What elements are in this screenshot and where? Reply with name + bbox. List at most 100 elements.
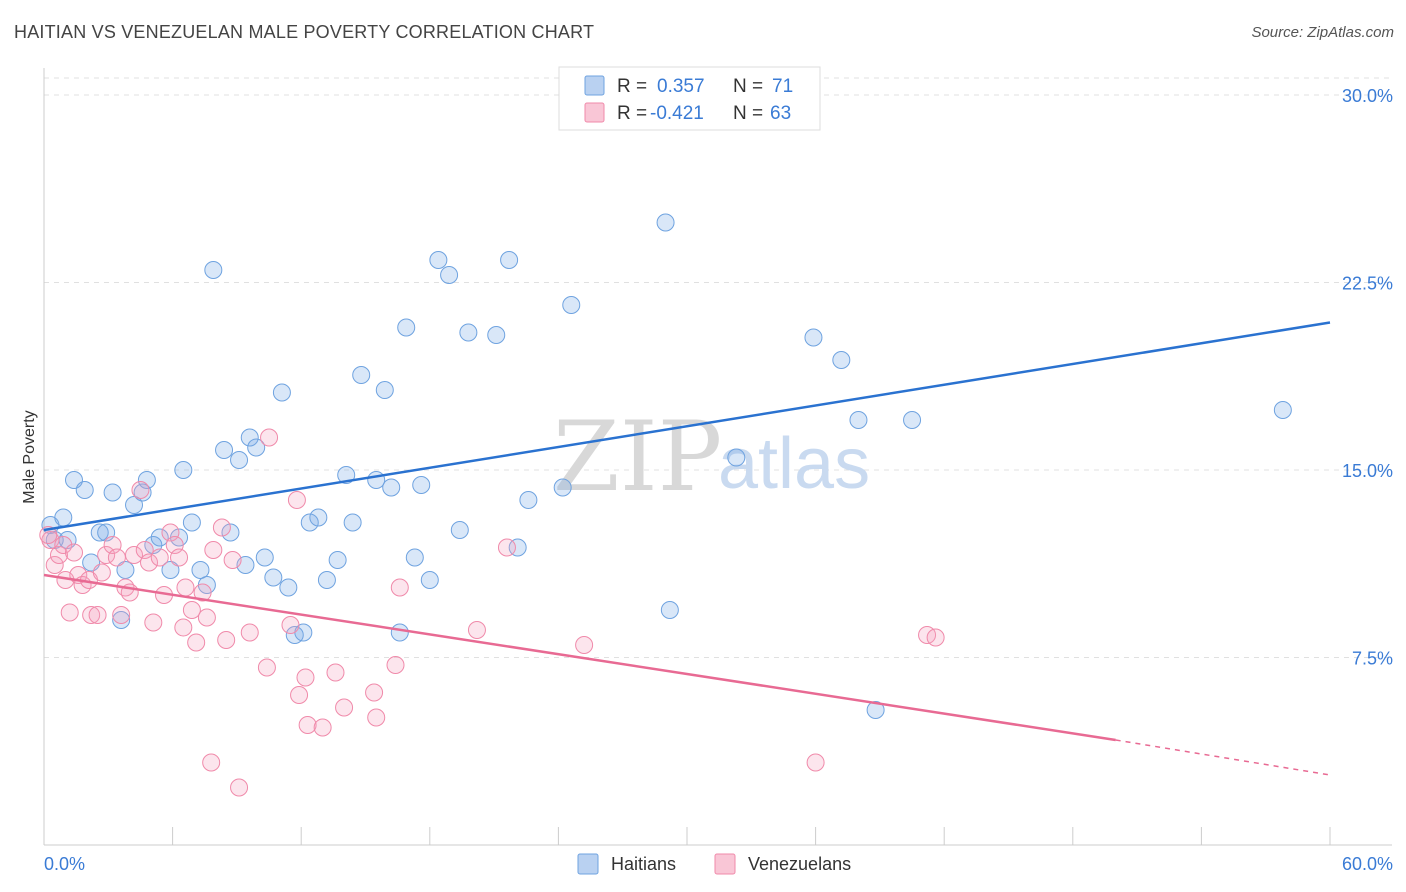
venezuelans-point-36 — [204, 541, 223, 559]
bottom-legend-label-venezuelans: Venezuelans — [748, 854, 851, 874]
venezuelans-point-29 — [174, 618, 193, 637]
venezuelans-point-57 — [497, 538, 516, 557]
haitians-points — [41, 108, 1292, 719]
venezuelans-point-22 — [140, 553, 159, 572]
haitians-point-31 — [264, 568, 283, 587]
haitians-point-56 — [500, 251, 519, 269]
haitians-point-43 — [367, 471, 386, 489]
venezuelans-point-31 — [182, 601, 201, 619]
haitians-point-19 — [174, 461, 193, 479]
venezuelans-point-5 — [60, 603, 79, 622]
legend-n-value-1: 71 — [772, 76, 793, 97]
y-axis-title: Male Poverty — [21, 410, 38, 503]
venezuelans-point-28 — [170, 548, 189, 567]
venezuelans-point-38 — [217, 631, 236, 649]
haitians-point-48 — [405, 548, 424, 567]
haitians-point-38 — [317, 571, 336, 589]
venezuelans-point-37 — [212, 518, 231, 537]
venezuelans-point-48 — [298, 716, 317, 734]
legend-n-label-1: N = — [733, 76, 763, 97]
y-tick-label-2: 22.5% — [1342, 274, 1393, 294]
venezuelans-point-16 — [112, 606, 131, 624]
venezuelans-point-10 — [82, 606, 101, 624]
y-tick-labels: 7.5% 15.0% 22.5% 30.0% — [1342, 86, 1393, 669]
venezuelans-point-1 — [45, 556, 64, 574]
haitians-point-14 — [137, 471, 156, 489]
haitians-point-5 — [75, 481, 94, 499]
venezuelans-point-2 — [50, 546, 69, 564]
venezuelans-point-13 — [97, 546, 116, 564]
haitians-point-58 — [519, 491, 538, 509]
venezuelans-point-20 — [131, 481, 150, 499]
legend-swatch-haitians — [584, 75, 605, 96]
venezuelans-point-61 — [926, 628, 945, 647]
bottom-legend-label-haitians: Haitians — [611, 854, 676, 874]
haitians-point-32 — [272, 383, 291, 402]
x-tick-label-min: 0.0% — [44, 854, 85, 874]
haitians-point-62 — [656, 213, 675, 232]
venezuelans-point-43 — [260, 428, 279, 447]
y-tick-label-1: 15.0% — [1342, 461, 1393, 481]
trend-lines — [43, 321, 1331, 776]
haitians-point-24 — [215, 441, 234, 459]
venezuelans-point-12 — [92, 563, 111, 582]
haitians-point-42 — [352, 366, 371, 384]
venezuelans-point-19 — [125, 546, 144, 564]
venezuelans-point-53 — [367, 708, 386, 727]
venezuelans-points — [39, 428, 945, 797]
venezuelans-point-44 — [281, 616, 300, 634]
haitians-point-11 — [116, 561, 135, 579]
legend-r-value-2: -0.421 — [650, 103, 704, 124]
venezuelans-point-23 — [144, 613, 163, 632]
venezuelans-trend-line — [43, 573, 1116, 742]
venezuelans-point-40 — [230, 778, 249, 797]
haitians-point-66 — [832, 351, 851, 369]
venezuelans-point-34 — [197, 608, 216, 627]
venezuelans-point-50 — [326, 663, 345, 682]
legend-n-value-2: 63 — [770, 103, 791, 124]
venezuelans-point-55 — [390, 578, 409, 597]
haitians-point-64 — [727, 448, 746, 467]
venezuelans-point-41 — [240, 623, 259, 642]
haitians-point-12 — [125, 496, 144, 514]
haitians-point-25 — [221, 523, 240, 542]
haitians-point-44 — [375, 381, 394, 399]
x-tick-labels: 0.0% 60.0% — [44, 854, 1393, 874]
haitians-point-46 — [390, 623, 409, 642]
haitians-point-26 — [230, 451, 249, 469]
venezuelans-point-59 — [806, 753, 825, 772]
legend-r-value-1: 0.357 — [657, 76, 705, 97]
haitians-point-49 — [412, 476, 431, 494]
haitians-point-30 — [255, 548, 274, 567]
bottom-legend: Haitians Venezuelans — [577, 853, 851, 875]
bottom-legend-swatch-venezuelans — [714, 853, 736, 875]
legend-r-label-2: R = — [617, 103, 647, 124]
haitians-point-53 — [450, 521, 469, 539]
haitians-point-29 — [247, 438, 266, 457]
bottom-legend-swatch-haitians — [577, 853, 599, 875]
haitians-point-16 — [150, 528, 169, 547]
venezuelans-point-58 — [575, 636, 594, 654]
venezuelans-point-15 — [107, 548, 126, 567]
haitians-point-2 — [54, 508, 73, 527]
haitians-point-57 — [508, 538, 527, 557]
haitians-point-21 — [191, 561, 210, 579]
venezuelans-point-3 — [54, 536, 73, 554]
watermark: ZIP atlas — [553, 401, 870, 513]
venezuelans-point-54 — [386, 656, 405, 674]
haitians-point-33 — [279, 578, 298, 597]
axes — [43, 68, 1392, 846]
legend-n-label-2: N = — [733, 103, 763, 124]
haitians-point-63 — [660, 601, 679, 619]
venezuelans-point-33 — [193, 583, 212, 602]
haitians-point-39 — [328, 551, 347, 569]
venezuelans-point-45 — [287, 491, 306, 509]
haitians-point-37 — [309, 508, 328, 527]
haitians-point-52 — [440, 266, 459, 284]
haitians-point-9 — [103, 483, 122, 502]
haitians-point-68 — [866, 701, 885, 719]
haitians-point-17 — [161, 561, 180, 579]
haitians-point-45 — [382, 478, 401, 497]
x-tick-label-max: 60.0% — [1342, 854, 1393, 874]
